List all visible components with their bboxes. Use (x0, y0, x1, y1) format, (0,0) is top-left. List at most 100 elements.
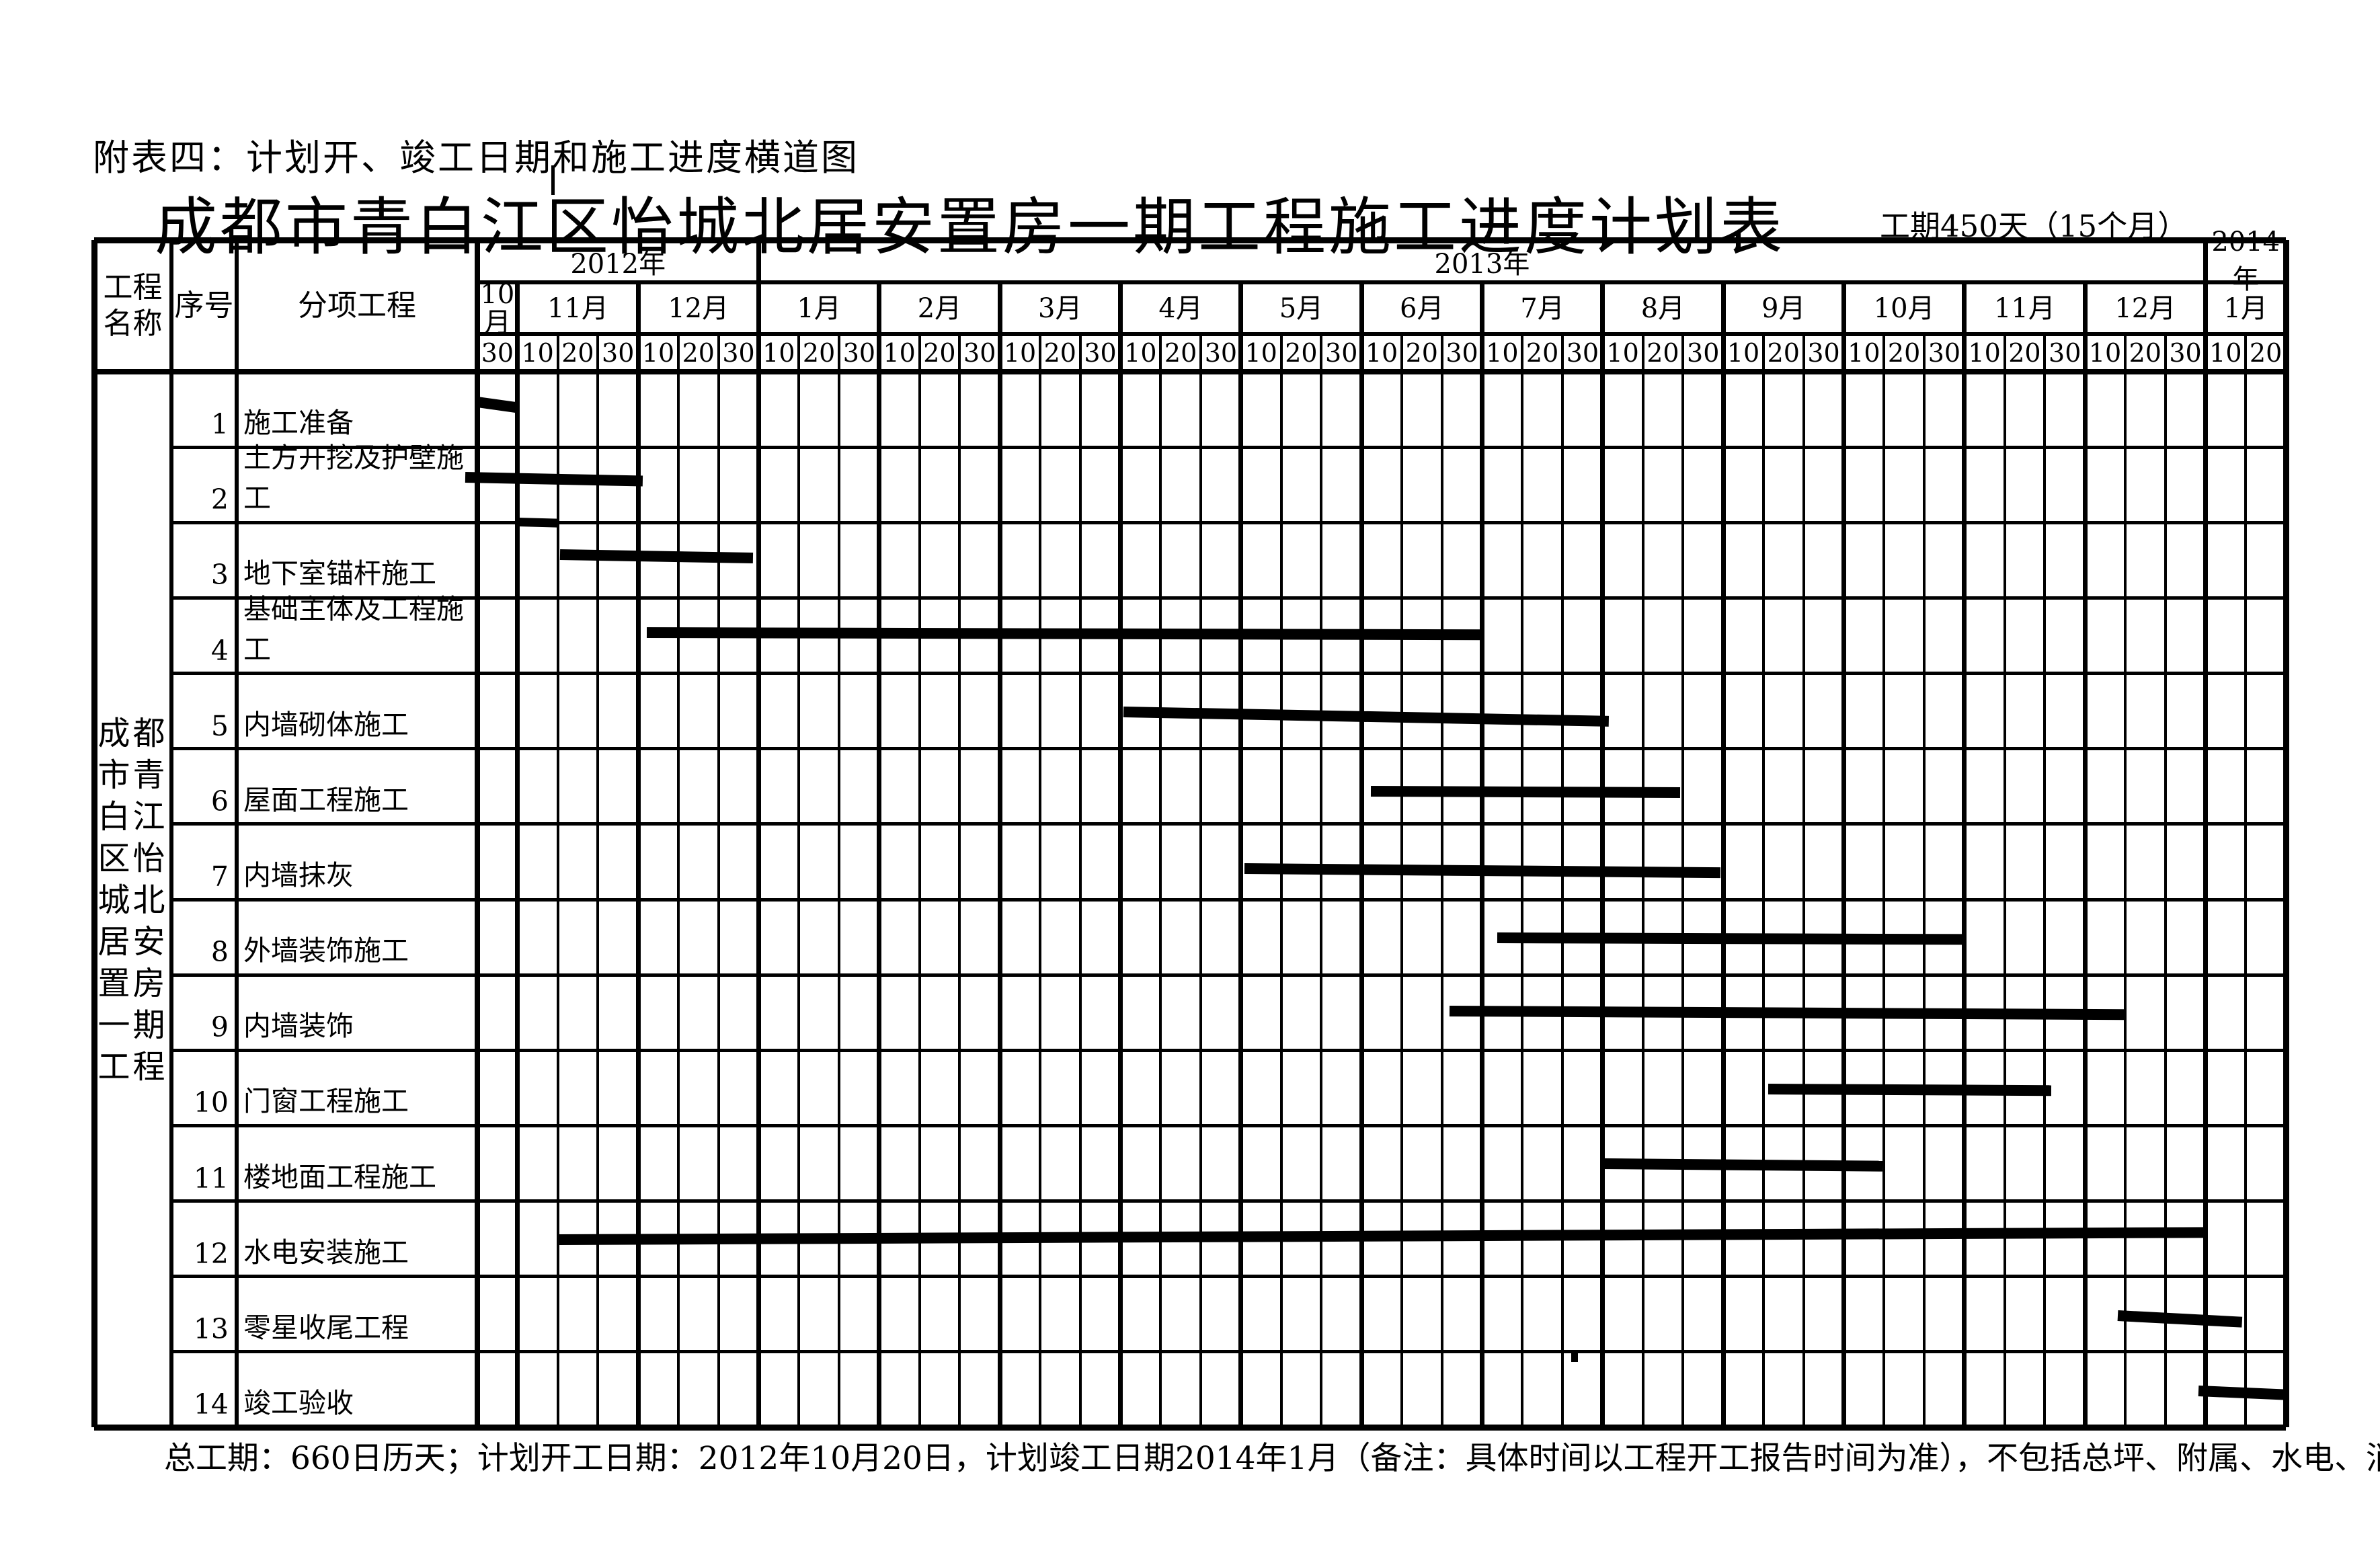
month-cell: 7月 (1520, 292, 1564, 324)
task-row-seq: 3 (210, 559, 229, 592)
grid-year-boundary (756, 240, 761, 1427)
month-cell: 12月 (668, 292, 729, 324)
grid-row-line (171, 1275, 2286, 1278)
grid-row-line (171, 596, 2286, 600)
grid-day-line (596, 334, 599, 1427)
grid-month-boundary (1841, 282, 1846, 1427)
grid-day-line (2043, 334, 2046, 1427)
grid-day-line (2004, 334, 2006, 1427)
task-row-seq: 9 (210, 1011, 229, 1044)
grid-row-line (171, 747, 2286, 750)
day-cell: 20 (2129, 338, 2161, 368)
day-cell: 30 (1807, 338, 1840, 368)
grid-row-line (171, 1350, 2286, 1353)
day-cell: 10 (1727, 338, 1760, 368)
grid-col-seq (169, 240, 173, 1427)
month-cell: 1月 (797, 292, 841, 324)
day-cell: 30 (1084, 338, 1117, 368)
task-row-seq: 8 (210, 936, 229, 969)
task-row-seq: 6 (210, 785, 229, 817)
grid-month-boundary (515, 282, 520, 1427)
task-row-seq: 11 (193, 1162, 229, 1195)
grid-header-bottom (94, 369, 2286, 374)
grid-bottom-border (94, 1425, 2286, 1431)
day-cell: 10 (1486, 338, 1519, 368)
attachment-note: 附表四：计划开、竣工日期和施工进度横道图 (93, 136, 859, 179)
grid-day-line (1199, 334, 1202, 1427)
task-row-name: 水电安装施工 (243, 1236, 409, 1269)
grid-day-line (2124, 334, 2127, 1427)
grid-month-boundary (998, 282, 1002, 1427)
day-cell: 30 (602, 338, 635, 368)
grid-day-line (1079, 334, 1082, 1427)
grid-day-line (1521, 334, 1523, 1427)
grid-month-boundary (1118, 282, 1123, 1427)
day-cell: 20 (2008, 338, 2041, 368)
task-row-seq: 13 (193, 1312, 229, 1345)
day-cell: 30 (1566, 338, 1599, 368)
stray-segment-row2 (517, 518, 559, 528)
month-cell: 11月 (547, 292, 608, 324)
gantt-bar-task-7 (1244, 863, 1720, 879)
gantt-bar-task-6 (1370, 785, 1681, 798)
grid-day-line (717, 334, 720, 1427)
grid-row-line (171, 446, 2286, 449)
day-cell: 20 (682, 338, 715, 368)
day-cell: 30 (1928, 338, 1961, 368)
grid-day-line (797, 334, 800, 1427)
day-cell: 10 (641, 338, 675, 368)
grid-day-line (557, 334, 559, 1427)
day-cell: 20 (1887, 338, 1921, 368)
day-cell: 20 (923, 338, 956, 368)
gantt-bar-task-14 (2198, 1385, 2289, 1400)
month-cell: 9月 (1761, 292, 1806, 324)
day-cell: 30 (722, 338, 755, 368)
task-row-name: 施工准备 (243, 407, 354, 440)
task-row-seq: 1 (210, 408, 229, 441)
month-cell: 10月 (480, 278, 515, 338)
day-cell: 30 (1325, 338, 1358, 368)
gantt-bar-task-10 (1768, 1084, 2051, 1096)
gantt-bar-task-3 (560, 549, 754, 564)
day-cell: 30 (1445, 338, 1478, 368)
day-cell: 20 (1164, 338, 1197, 368)
day-cell: 10 (1968, 338, 2001, 368)
grid-day-line (1681, 334, 1684, 1427)
day-cell: 20 (1405, 338, 1438, 368)
grid-month-boundary (1359, 282, 1364, 1427)
day-cell: 20 (561, 338, 594, 368)
grid-month-boundary (1600, 282, 1605, 1427)
task-row-name: 零星收尾工程 (243, 1311, 409, 1344)
grid-row-line (171, 1124, 2286, 1127)
year-cell: 2014年 (2211, 227, 2280, 295)
grid-row-line (171, 672, 2286, 675)
gantt-bar-task-4 (647, 627, 1485, 641)
month-cell: 3月 (1038, 292, 1082, 324)
month-cell: 10月 (1873, 292, 1935, 324)
grid-day-line (1400, 334, 1403, 1427)
grid-day-line (1882, 334, 1885, 1427)
day-cell: 20 (802, 338, 836, 368)
day-cell: 30 (1687, 338, 1720, 368)
grid-month-boundary (1962, 282, 1967, 1427)
stray-dot-row13 (1571, 1351, 1578, 1362)
footer-note: 总工期：660日历天；计划开工日期：2012年10月20日，计划竣工日期2014… (164, 1440, 2380, 1477)
grid-day-line (1280, 334, 1283, 1427)
day-cell: 10 (1365, 338, 1398, 368)
grid-month-sep (477, 332, 2286, 336)
day-cell: 20 (1647, 338, 1679, 368)
month-cell: 1月 (2223, 292, 2268, 324)
grid-right-border (2283, 240, 2289, 1427)
grid-top-border (94, 237, 2286, 243)
grid-col-chart (475, 240, 480, 1427)
task-row-name: 基础主体及工程施工 (243, 592, 464, 666)
month-cell: 2月 (917, 292, 962, 324)
grid-day-line (2244, 334, 2247, 1427)
gantt-bar-task-12 (559, 1226, 2207, 1245)
project-name-cell: 成都 市青 白江 区怡 城北 居安 置房 一期 工程 (97, 715, 168, 1086)
day-cell: 10 (521, 338, 554, 368)
col-header-sub: 分项工程 (298, 288, 416, 323)
month-cell: 8月 (1640, 292, 1685, 324)
grid-day-line (1762, 334, 1765, 1427)
task-row-name: 地下室锚杆施工 (243, 557, 436, 590)
